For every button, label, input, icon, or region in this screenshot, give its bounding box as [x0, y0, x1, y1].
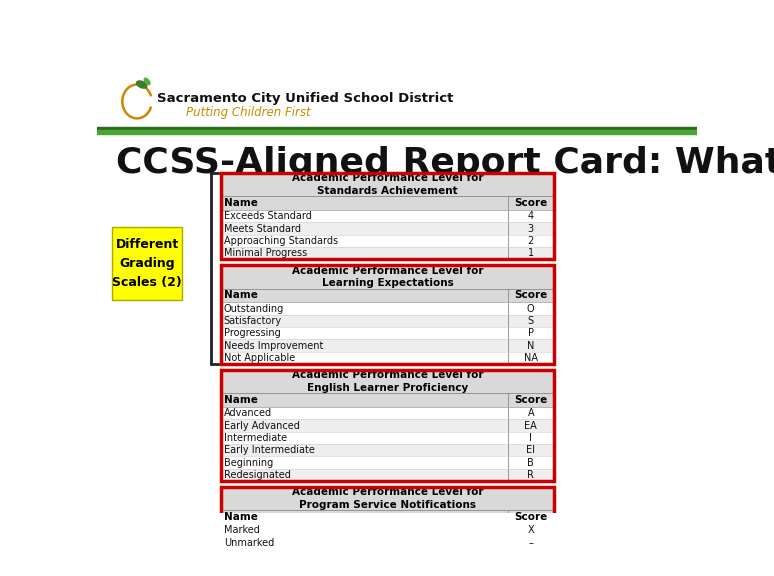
Bar	[221, 302, 554, 314]
Bar	[97, 127, 697, 130]
Text: Beginning: Beginning	[224, 457, 273, 468]
Bar	[221, 407, 554, 419]
Text: Academic Performance Level for
Program Service Notifications: Academic Performance Level for Program S…	[292, 487, 483, 510]
Text: Academic Performance Level for
English Learner Proficiency: Academic Performance Level for English L…	[292, 370, 483, 393]
Bar	[221, 419, 554, 432]
Text: Not Applicable: Not Applicable	[224, 353, 295, 363]
Bar	[97, 130, 697, 134]
Text: Intermediate: Intermediate	[224, 433, 287, 443]
Text: Advanced: Advanced	[224, 408, 272, 418]
Bar	[221, 234, 554, 247]
Text: Academic Performance Level for
Learning Expectations: Academic Performance Level for Learning …	[292, 266, 483, 289]
Text: CCSS-Aligned Report Card: What’s New?: CCSS-Aligned Report Card: What’s New?	[116, 146, 774, 180]
Text: EI: EI	[526, 445, 536, 455]
Ellipse shape	[137, 81, 147, 88]
Bar	[112, 227, 182, 300]
Text: X: X	[527, 525, 534, 535]
Bar	[221, 247, 554, 259]
Bar	[221, 339, 554, 352]
Text: Outstanding: Outstanding	[224, 304, 284, 313]
Text: 2: 2	[528, 236, 534, 246]
Bar	[221, 289, 554, 302]
Bar	[221, 487, 554, 549]
Bar	[221, 196, 554, 210]
Text: A: A	[527, 408, 534, 418]
Text: Score: Score	[514, 290, 547, 301]
Text: N: N	[527, 340, 534, 351]
Text: Academic Performance Level for
Standards Achievement: Academic Performance Level for Standards…	[292, 173, 483, 196]
Bar	[221, 444, 554, 456]
Text: Score: Score	[514, 198, 547, 208]
Text: O: O	[527, 304, 535, 313]
Text: Satisfactory: Satisfactory	[224, 316, 282, 326]
Text: Marked: Marked	[224, 525, 260, 535]
Bar	[221, 469, 554, 481]
Bar	[221, 173, 554, 259]
Bar	[221, 222, 554, 234]
Bar	[221, 393, 554, 407]
Bar	[221, 327, 554, 339]
Bar	[221, 487, 554, 510]
Bar	[221, 266, 554, 364]
Text: Name: Name	[224, 512, 258, 522]
Text: Score: Score	[514, 395, 547, 406]
Bar	[221, 370, 554, 481]
Bar	[221, 266, 554, 289]
Text: Progressing: Progressing	[224, 328, 281, 338]
Bar	[221, 370, 554, 393]
Text: Minimal Progress: Minimal Progress	[224, 248, 307, 258]
Text: Needs Improvement: Needs Improvement	[224, 340, 324, 351]
Bar	[221, 266, 554, 364]
Text: B: B	[527, 457, 534, 468]
Bar	[221, 432, 554, 444]
Bar	[221, 487, 554, 549]
Text: 4: 4	[528, 211, 534, 221]
Text: Exceeds Standard: Exceeds Standard	[224, 211, 312, 221]
Bar	[221, 352, 554, 364]
Text: Name: Name	[224, 395, 258, 406]
Text: 3: 3	[528, 223, 534, 233]
Text: Early Advanced: Early Advanced	[224, 420, 300, 431]
Text: –: –	[529, 537, 533, 548]
Text: Different
Grading
Scales (2): Different Grading Scales (2)	[112, 238, 182, 289]
Text: NA: NA	[524, 353, 538, 363]
Text: Unmarked: Unmarked	[224, 537, 274, 548]
Text: Early Intermediate: Early Intermediate	[224, 445, 315, 455]
Text: Score: Score	[514, 512, 547, 522]
Text: S: S	[528, 316, 534, 326]
Text: I: I	[529, 433, 533, 443]
Bar	[221, 510, 554, 524]
Bar	[221, 173, 554, 196]
Text: Redesignated: Redesignated	[224, 470, 291, 480]
Bar	[221, 370, 554, 481]
Text: Name: Name	[224, 198, 258, 208]
Text: P: P	[528, 328, 534, 338]
Bar	[221, 210, 554, 222]
Bar	[221, 536, 554, 549]
Bar	[221, 456, 554, 469]
Text: Approaching Standards: Approaching Standards	[224, 236, 338, 246]
Ellipse shape	[144, 78, 150, 85]
Text: R: R	[527, 470, 534, 480]
Bar	[221, 173, 554, 259]
Bar	[221, 524, 554, 536]
Text: Sacramento City Unified School District: Sacramento City Unified School District	[157, 92, 454, 105]
Bar	[221, 314, 554, 327]
Text: 1: 1	[528, 248, 534, 258]
Text: Putting Children First: Putting Children First	[186, 106, 310, 119]
Text: Meets Standard: Meets Standard	[224, 223, 301, 233]
Text: EA: EA	[524, 420, 537, 431]
Text: Name: Name	[224, 290, 258, 301]
